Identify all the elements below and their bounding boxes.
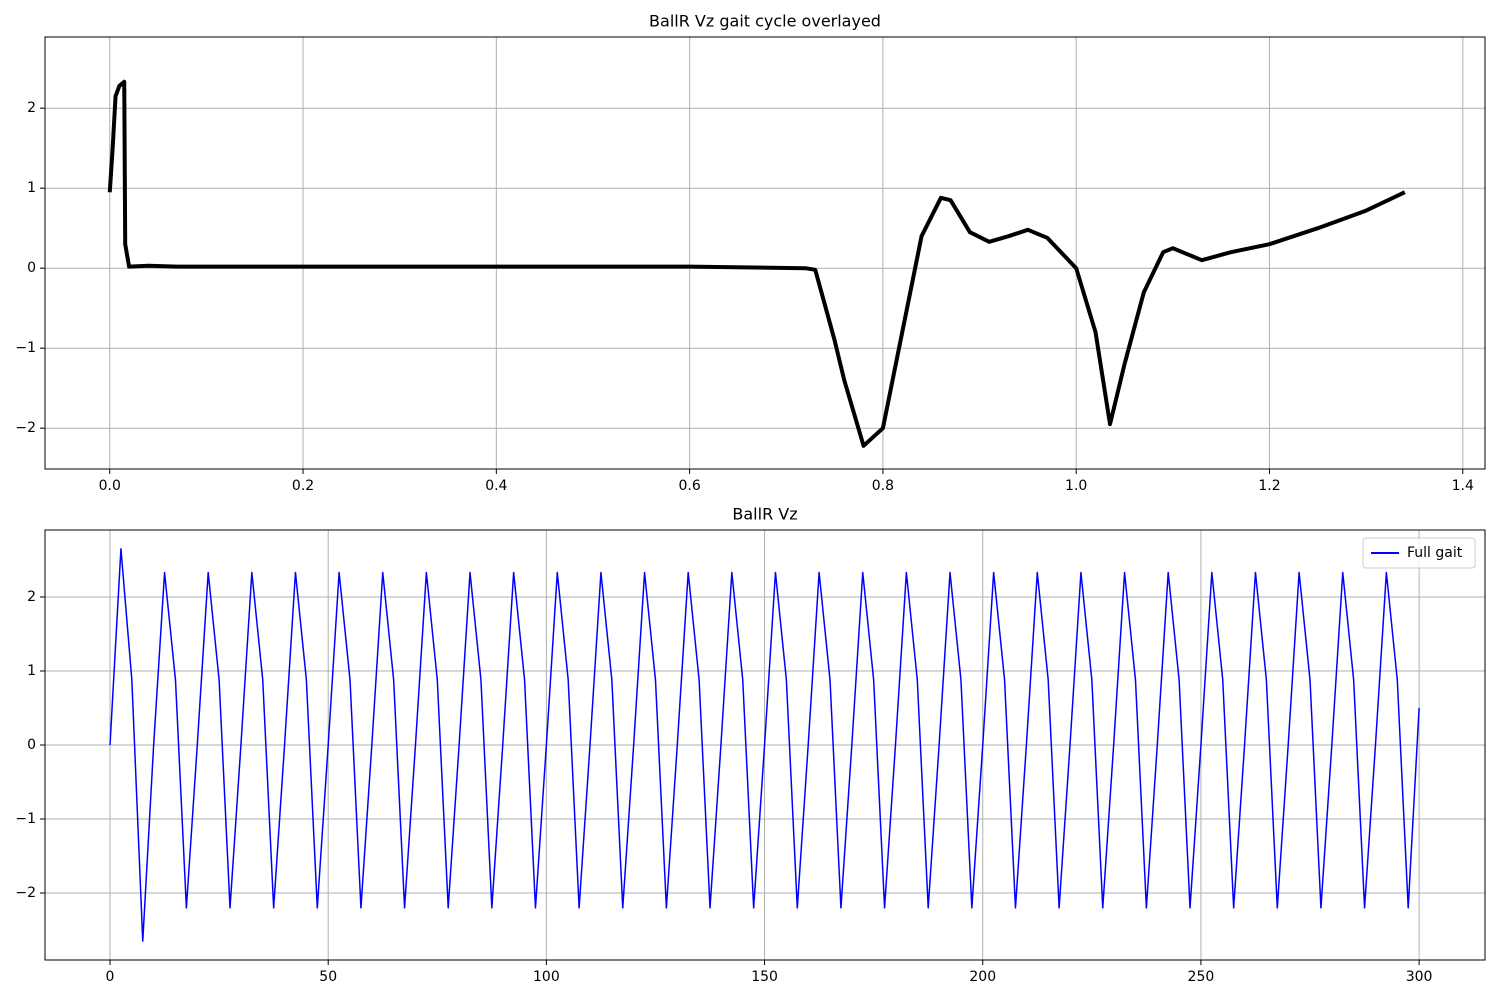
x-tick-label: 100	[533, 969, 560, 985]
axes-frame	[44, 36, 1486, 470]
x-tick-label: 0.6	[678, 478, 700, 494]
x-tick-label: 0.0	[99, 478, 121, 494]
y-tick-label: −1	[15, 340, 36, 356]
x-tick-label: 50	[319, 969, 337, 985]
y-tick-label: 2	[27, 589, 36, 605]
legend-box	[1362, 537, 1476, 569]
x-tick-label: 1.4	[1452, 478, 1474, 494]
x-tick-label: 0.2	[292, 478, 314, 494]
line	[107, 79, 1406, 448]
line	[109, 548, 1420, 942]
x-tick-label: 1.0	[1065, 478, 1087, 494]
x-tick-label: 200	[969, 969, 996, 985]
x-tick-label: 1.2	[1258, 478, 1280, 494]
y-tick-label: 2	[27, 100, 36, 116]
axes-frame	[44, 529, 1486, 961]
legend-label: Full gait	[1407, 545, 1463, 561]
y-tick-label: −2	[15, 885, 36, 901]
y-tick-label: −2	[15, 420, 36, 436]
y-tick-label: 1	[27, 180, 36, 196]
chart-title: BallR Vz gait cycle overlayed	[649, 12, 881, 31]
y-tick-label: −1	[15, 811, 36, 827]
x-tick-label: 150	[751, 969, 778, 985]
x-tick-label: 300	[1406, 969, 1433, 985]
y-tick-label: 1	[27, 663, 36, 679]
x-tick-label: 0.4	[485, 478, 507, 494]
y-tick-label: 0	[27, 737, 36, 753]
x-tick-label: 0	[106, 969, 115, 985]
y-tick-label: 0	[27, 260, 36, 276]
x-tick-label: 250	[1188, 969, 1215, 985]
chart-title: BallR Vz	[732, 505, 797, 524]
x-tick-label: 0.8	[872, 478, 894, 494]
